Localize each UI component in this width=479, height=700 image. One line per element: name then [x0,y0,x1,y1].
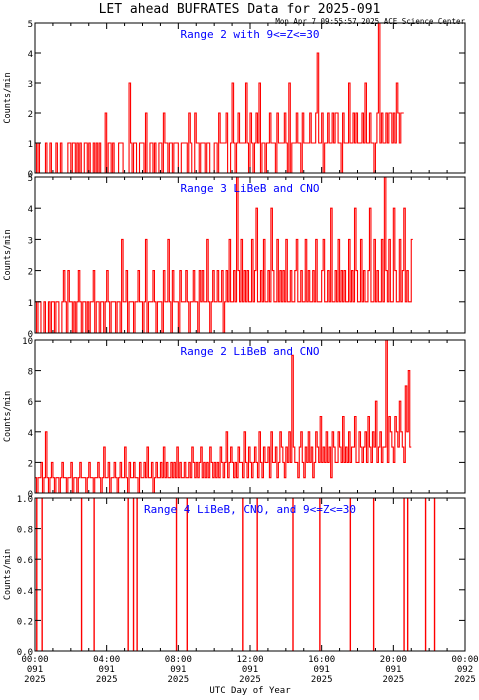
y-tick-label: 2 [28,459,33,469]
x-tick-time: 16:00 [308,655,335,665]
y-tick-label: 0 [28,490,33,500]
x-tick-year: 2025 [167,675,189,685]
x-tick-time: 12:00 [236,655,263,665]
timestamp: Mon Apr 7 09:55:57 2025 ACE Science Cent… [275,17,465,26]
x-tick-day: 091 [170,665,186,675]
y-tick-label: 4 [28,429,33,439]
panel-title: Range 2 with 9<=Z<=30 [180,28,319,41]
y-tick-label: 0.0 [17,648,33,658]
y-tick-label: 1 [28,140,33,150]
y-tick-label: 10 [22,337,33,347]
x-tick-time: 00:00 [21,655,48,665]
panel-2: 0 1 2 3 4 5 Range 3 LiBeB and CNO Counts/min [3,174,466,340]
x-tick-day: 091 [385,665,401,675]
y-tick-label: 0 [28,330,33,340]
panel-1: 0 1 2 3 4 5 Range 2 with 9<=Z<=30 Counts/min [3,20,466,180]
x-tick-year: 2025 [96,675,118,685]
panel-title: Range 4 LiBeB, CNO, and 9<=Z<=30 [144,503,356,516]
x-tick-day: 091 [314,665,330,675]
panel-4: 0.0 0.2 0.4 0.6 0.8 1.0 Range 4 LiBeB, CNO, an… [3,495,466,658]
y-tick-label: 2 [28,110,33,120]
y-tick-label: 0 [28,170,33,180]
y-tick-label: 1 [28,299,33,309]
x-tick-time: 20:00 [380,655,407,665]
x-tick-year: 2025 [24,675,46,685]
y-tick-label: 4 [28,50,33,60]
panel-frame [34,497,466,652]
y-axis-label: Counts/min [3,72,13,123]
chart-title: LET ahead BUFRATES Data for 2025-091 [99,2,381,17]
y-axis-label: Counts/min [3,229,13,280]
y-tick-label: 0.6 [17,556,33,566]
series-line [35,176,413,334]
y-tick-label: 2 [28,268,33,278]
x-axis-label: UTC Day of Year [209,686,291,696]
y-tick-label: 0.4 [17,587,33,597]
x-tick-day: 091 [242,665,258,675]
y-tick-label: 1.0 [17,495,33,505]
x-tick-time: 08:00 [165,655,192,665]
x-tick-time: 00:00 [451,655,478,665]
x-tick-year: 2025 [454,675,476,685]
series-line [35,22,404,174]
x-tick-year: 2025 [382,675,404,685]
x-tick-day: 092 [457,665,473,675]
panel-3: 0 2 4 6 8 10 Range 2 LiBeB and CNO Counts/min [3,337,466,500]
y-tick-label: 3 [28,80,33,90]
x-tick-time: 04:00 [93,655,120,665]
y-tick-label: 0.8 [17,526,33,536]
panel-title: Range 2 LiBeB and CNO [180,345,319,358]
y-tick-label: 4 [28,205,33,215]
y-axis-label: Counts/min [3,391,13,442]
y-tick-label: 3 [28,236,33,246]
series-line [35,339,412,494]
x-tick-year: 2025 [311,675,333,685]
y-axis-label: Counts/min [3,549,13,600]
y-tick-label: 5 [28,20,33,30]
y-tick-label: 0.2 [17,617,33,627]
panel-title: Range 3 LiBeB and CNO [180,182,319,195]
x-tick-day: 091 [27,665,43,675]
x-tick-day: 091 [99,665,115,675]
x-tick-year: 2025 [239,675,261,685]
y-tick-label: 5 [28,174,33,184]
y-tick-label: 6 [28,398,33,408]
y-tick-label: 8 [28,368,33,378]
